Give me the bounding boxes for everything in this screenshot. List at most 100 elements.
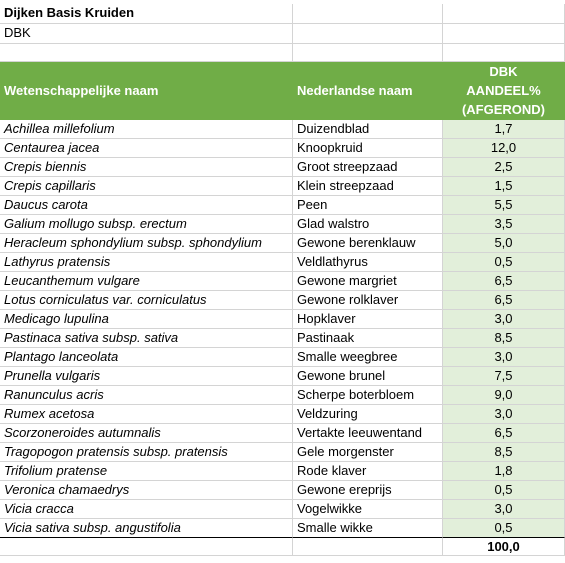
- share-cell[interactable]: 6,5: [443, 291, 565, 310]
- header-dutch-name[interactable]: Nederlandse naam: [293, 62, 443, 120]
- table-row: Vicia sativa subsp. angustifolia Smalle w…: [0, 519, 565, 538]
- total-row: 100,0: [0, 537, 565, 556]
- scientific-name-cell[interactable]: Crepis biennis: [0, 158, 293, 177]
- table-row: Trifolium pratense Rode klaver 1,8: [0, 462, 565, 481]
- empty-cell[interactable]: [293, 537, 443, 556]
- scientific-name-cell[interactable]: Rumex acetosa: [0, 405, 293, 424]
- scientific-name-cell[interactable]: Crepis capillaris: [0, 177, 293, 196]
- table-row: Centaurea jacea Knoopkruid 12,0: [0, 139, 565, 158]
- sheet-subtitle[interactable]: DBK: [0, 24, 293, 44]
- dutch-name-cell[interactable]: Duizendblad: [293, 120, 443, 139]
- scientific-name-cell[interactable]: Prunella vulgaris: [0, 367, 293, 386]
- table-row: Daucus carota Peen 5,5: [0, 196, 565, 215]
- empty-cell[interactable]: [0, 537, 293, 556]
- dutch-name-cell[interactable]: Gewone ereprijs: [293, 481, 443, 500]
- scientific-name-cell[interactable]: Vicia cracca: [0, 500, 293, 519]
- total-share[interactable]: 100,0: [443, 537, 565, 556]
- dutch-name-cell[interactable]: Gewone margriet: [293, 272, 443, 291]
- scientific-name-cell[interactable]: Veronica chamaedrys: [0, 481, 293, 500]
- share-cell[interactable]: 5,5: [443, 196, 565, 215]
- scientific-name-cell[interactable]: Trifolium pratense: [0, 462, 293, 481]
- dutch-name-cell[interactable]: Klein streepzaad: [293, 177, 443, 196]
- share-cell[interactable]: 2,5: [443, 158, 565, 177]
- share-cell[interactable]: 0,5: [443, 481, 565, 500]
- dutch-name-cell[interactable]: Gele morgenster: [293, 443, 443, 462]
- table-row: Lathyrus pratensis Veldlathyrus 0,5: [0, 253, 565, 272]
- header-share-line1: DBK: [489, 64, 518, 79]
- share-cell[interactable]: 6,5: [443, 272, 565, 291]
- dutch-name-cell[interactable]: Vertakte leeuwentand: [293, 424, 443, 443]
- share-cell[interactable]: 5,0: [443, 234, 565, 253]
- share-cell[interactable]: 7,5: [443, 367, 565, 386]
- table-row: Plantago lanceolata Smalle weegbree 3,0: [0, 348, 565, 367]
- dutch-name-cell[interactable]: Vogelwikke: [293, 500, 443, 519]
- share-cell[interactable]: 1,7: [443, 120, 565, 139]
- share-cell[interactable]: 3,5: [443, 215, 565, 234]
- header-share[interactable]: DBK AANDEEL% (AFGEROND): [443, 62, 565, 120]
- dutch-name-cell[interactable]: Gewone berenklauw: [293, 234, 443, 253]
- table-row: Vicia cracca Vogelwikke 3,0: [0, 500, 565, 519]
- dutch-name-cell[interactable]: Smalle wikke: [293, 519, 443, 538]
- scientific-name-cell[interactable]: Medicago lupulina: [0, 310, 293, 329]
- share-cell[interactable]: 0,5: [443, 519, 565, 538]
- empty-cell[interactable]: [293, 44, 443, 62]
- scientific-name-cell[interactable]: Plantago lanceolata: [0, 348, 293, 367]
- dutch-name-cell[interactable]: Smalle weegbree: [293, 348, 443, 367]
- dutch-name-cell[interactable]: Knoopkruid: [293, 139, 443, 158]
- share-cell[interactable]: 12,0: [443, 139, 565, 158]
- share-cell[interactable]: 6,5: [443, 424, 565, 443]
- dutch-name-cell[interactable]: Gewone brunel: [293, 367, 443, 386]
- empty-cell[interactable]: [443, 4, 565, 24]
- scientific-name-cell[interactable]: Tragopogon pratensis subsp. pratensis: [0, 443, 293, 462]
- table-row: Ranunculus acris Scherpe boterbloem 9,0: [0, 386, 565, 405]
- spacer-row: [0, 44, 565, 62]
- subtitle-row: DBK: [0, 24, 565, 44]
- share-cell[interactable]: 3,0: [443, 348, 565, 367]
- scientific-name-cell[interactable]: Daucus carota: [0, 196, 293, 215]
- share-cell[interactable]: 0,5: [443, 253, 565, 272]
- table-row: Prunella vulgaris Gewone brunel 7,5: [0, 367, 565, 386]
- scientific-name-cell[interactable]: Lathyrus pratensis: [0, 253, 293, 272]
- dutch-name-cell[interactable]: Pastinaak: [293, 329, 443, 348]
- share-cell[interactable]: 3,0: [443, 310, 565, 329]
- scientific-name-cell[interactable]: Scorzoneroides autumnalis: [0, 424, 293, 443]
- scientific-name-cell[interactable]: Galium mollugo subsp. erectum: [0, 215, 293, 234]
- share-cell[interactable]: 3,0: [443, 500, 565, 519]
- share-cell[interactable]: 1,5: [443, 177, 565, 196]
- header-share-line2: AANDEEL%: [466, 83, 541, 98]
- sheet-title[interactable]: Dijken Basis Kruiden: [0, 4, 293, 24]
- table-row: Lotus corniculatus var. corniculatus Gewo…: [0, 291, 565, 310]
- scientific-name-cell[interactable]: Pastinaca sativa subsp. sativa: [0, 329, 293, 348]
- header-share-line3: (AFGEROND): [461, 102, 546, 117]
- empty-cell[interactable]: [443, 44, 565, 62]
- scientific-name-cell[interactable]: Heracleum sphondylium subsp. sphondylium: [0, 234, 293, 253]
- header-scientific-name[interactable]: Wetenschappelijke naam: [0, 62, 293, 120]
- share-cell[interactable]: 8,5: [443, 329, 565, 348]
- dutch-name-cell[interactable]: Hopklaver: [293, 310, 443, 329]
- share-cell[interactable]: 1,8: [443, 462, 565, 481]
- dutch-name-cell[interactable]: Veldlathyrus: [293, 253, 443, 272]
- empty-cell[interactable]: [0, 44, 293, 62]
- empty-cell[interactable]: [293, 24, 443, 44]
- share-cell[interactable]: 8,5: [443, 443, 565, 462]
- share-cell[interactable]: 9,0: [443, 386, 565, 405]
- dutch-name-cell[interactable]: Gewone rolklaver: [293, 291, 443, 310]
- dutch-name-cell[interactable]: Peen: [293, 196, 443, 215]
- empty-cell[interactable]: [443, 24, 565, 44]
- scientific-name-cell[interactable]: Achillea millefolium: [0, 120, 293, 139]
- scientific-name-cell[interactable]: Ranunculus acris: [0, 386, 293, 405]
- scientific-name-cell[interactable]: Leucanthemum vulgare: [0, 272, 293, 291]
- dutch-name-cell[interactable]: Rode klaver: [293, 462, 443, 481]
- dutch-name-cell[interactable]: Groot streepzaad: [293, 158, 443, 177]
- table-row: Leucanthemum vulgare Gewone margriet 6,5: [0, 272, 565, 291]
- dutch-name-cell[interactable]: Scherpe boterbloem: [293, 386, 443, 405]
- table-row: Heracleum sphondylium subsp. sphondylium…: [0, 234, 565, 253]
- dutch-name-cell[interactable]: Glad walstro: [293, 215, 443, 234]
- empty-cell[interactable]: [293, 4, 443, 24]
- share-cell[interactable]: 3,0: [443, 405, 565, 424]
- scientific-name-cell[interactable]: Lotus corniculatus var. corniculatus: [0, 291, 293, 310]
- scientific-name-cell[interactable]: Centaurea jacea: [0, 139, 293, 158]
- dutch-name-cell[interactable]: Veldzuring: [293, 405, 443, 424]
- scientific-name-cell[interactable]: Vicia sativa subsp. angustifolia: [0, 519, 293, 538]
